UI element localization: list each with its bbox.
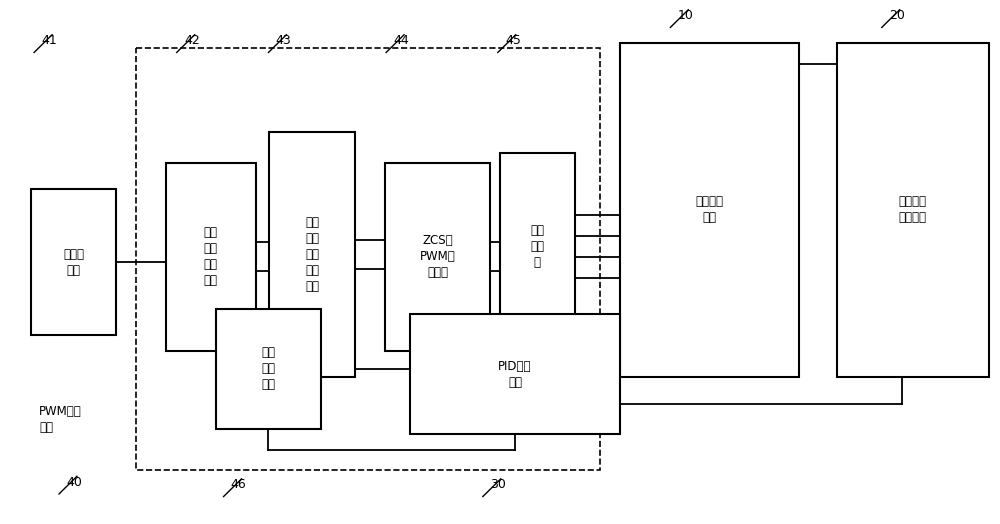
Text: 三角
波发
生器: 三角 波发 生器 bbox=[261, 346, 275, 391]
Bar bbox=[620, 43, 799, 377]
Text: 42: 42 bbox=[184, 34, 200, 47]
Text: 45: 45 bbox=[505, 34, 521, 47]
Text: 43: 43 bbox=[276, 34, 291, 47]
Text: 输出整流
滤波电路: 输出整流 滤波电路 bbox=[899, 195, 927, 224]
Bar bbox=[410, 314, 620, 434]
Text: PWM控制
电路: PWM控制 电路 bbox=[39, 406, 82, 434]
Bar bbox=[500, 152, 575, 340]
Text: 46: 46 bbox=[231, 478, 246, 492]
Text: 全桥
驱动
器: 全桥 驱动 器 bbox=[530, 224, 544, 269]
Text: 10: 10 bbox=[678, 9, 693, 22]
Bar bbox=[216, 309, 320, 429]
Bar bbox=[269, 132, 355, 377]
Text: 三角
波发
生器
触发
电路: 三角 波发 生器 触发 电路 bbox=[305, 216, 319, 293]
Text: 20: 20 bbox=[889, 9, 905, 22]
Text: 死区
时间
调整
电路: 死区 时间 调整 电路 bbox=[204, 226, 218, 287]
Bar bbox=[136, 48, 600, 471]
Bar bbox=[385, 163, 490, 351]
Text: 44: 44 bbox=[393, 34, 409, 47]
Text: 方波发
生器: 方波发 生器 bbox=[63, 247, 84, 277]
Text: 全桥变换
电路: 全桥变换 电路 bbox=[695, 195, 723, 224]
Text: 41: 41 bbox=[41, 34, 57, 47]
Text: 30: 30 bbox=[490, 478, 506, 492]
Bar bbox=[31, 189, 116, 335]
Text: 40: 40 bbox=[66, 476, 82, 489]
Text: ZCS及
PWM调
整电路: ZCS及 PWM调 整电路 bbox=[420, 234, 456, 279]
Bar bbox=[837, 43, 989, 377]
Bar bbox=[166, 163, 256, 351]
Text: PID调节
电路: PID调节 电路 bbox=[498, 359, 532, 389]
